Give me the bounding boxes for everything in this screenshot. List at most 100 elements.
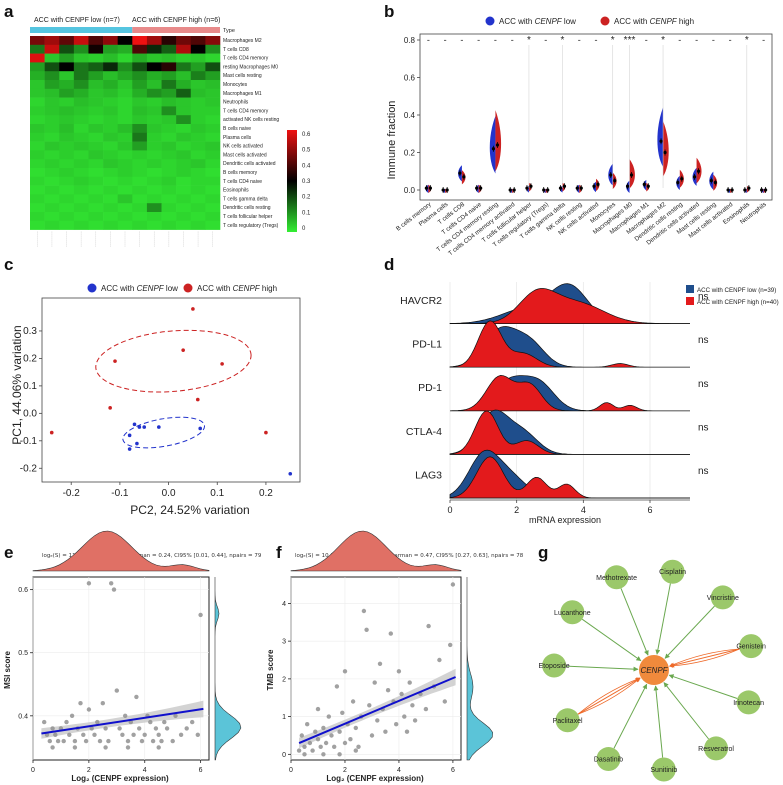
tmb-point — [353, 748, 358, 753]
heatmap-cell — [59, 53, 75, 63]
heatmap-cell — [205, 36, 221, 46]
heatmap-colorbar-tick: 0.5 — [302, 148, 311, 154]
tmb-point — [372, 680, 377, 685]
violin-high-median — [495, 143, 500, 147]
msi-top-density — [32, 530, 210, 572]
tmb-point — [337, 752, 342, 757]
msi-point — [72, 745, 78, 750]
heatmap-cell — [73, 88, 89, 98]
ridgeline-gene-label: PD-1 — [418, 382, 442, 394]
pca-high-point — [108, 406, 112, 410]
tmb-point — [448, 642, 453, 648]
violin-significance-mark: - — [645, 35, 648, 45]
heatmap-cell — [88, 97, 104, 107]
tmb-point — [367, 703, 372, 708]
ridgeline-high-density — [449, 410, 690, 455]
heatmap-cell — [59, 132, 75, 142]
heatmap-cell — [117, 71, 133, 81]
heatmap-cell — [146, 194, 162, 204]
network-edge — [669, 648, 740, 668]
heatmap-group-high-title: ACC with CENPF high (n=6) — [132, 17, 221, 24]
ridgeline-gene-label: LAG3 — [415, 469, 442, 481]
panel-letter-c: c — [4, 255, 13, 274]
pca-high-point — [49, 430, 54, 435]
heatmap-cell — [161, 220, 177, 230]
heatmap-cell — [30, 212, 45, 222]
heatmap-cell — [73, 53, 89, 63]
heatmap-cell — [190, 88, 206, 98]
heatmap-cell — [176, 168, 192, 178]
tmb-point — [375, 718, 380, 723]
ridgeline-gene-label: CTLA-4 — [406, 426, 442, 438]
violin-high-median — [680, 177, 684, 181]
heatmap-cell — [132, 71, 148, 81]
panel-letter-d: d — [384, 255, 394, 274]
heatmap-cell — [59, 194, 75, 204]
heatmap-cell — [88, 62, 104, 72]
tmb-y-tick-label: 0 — [282, 752, 286, 759]
ridgeline-gene-label: HAVCR2 — [400, 295, 442, 307]
msi-point — [131, 732, 136, 737]
heatmap-cell — [59, 88, 75, 98]
heatmap-cell — [205, 185, 221, 195]
heatmap-cells — [30, 27, 221, 248]
heatmap-cell — [44, 53, 60, 63]
tmb-stat-text: logₑ(S) = 10.64, ρ = 1.32e-05, ρ̂Spearma… — [295, 553, 524, 559]
heatmap-row-label: B cells naive — [223, 126, 251, 132]
heatmap-cell — [103, 124, 118, 134]
heatmap-cell — [44, 194, 60, 204]
violin-significance-mark: * — [611, 35, 615, 46]
heatmap-cell — [132, 36, 148, 46]
heatmap-cell — [176, 159, 192, 169]
network-edge — [653, 685, 664, 758]
tmb-point — [364, 627, 369, 632]
pca-low-point — [288, 471, 293, 476]
heatmap-type-bar-high — [132, 27, 220, 33]
heatmap-cell — [30, 71, 45, 81]
msi-y-tick-label: 0.6 — [18, 587, 28, 594]
heatmap-cell — [190, 194, 206, 204]
violin-low-median — [676, 180, 680, 185]
heatmap-cell — [205, 220, 221, 230]
heatmap-cell — [190, 132, 206, 142]
msi-point — [159, 738, 164, 744]
msi-point — [190, 719, 195, 725]
heatmap-row-label: Dendritic cells activated — [223, 161, 276, 167]
heatmap-cell — [205, 168, 221, 178]
heatmap-cell — [146, 203, 162, 213]
tmb-x-tick-label: 0 — [289, 767, 293, 774]
heatmap-cell — [161, 44, 177, 54]
tmb-point — [396, 669, 402, 674]
heatmap-cell — [205, 71, 221, 81]
tmb-point — [394, 722, 399, 727]
msi-y-axis-label: MSI score — [3, 651, 12, 689]
msi-point — [86, 707, 92, 712]
heatmap-cell — [73, 220, 89, 230]
heatmap-cell — [161, 36, 177, 46]
pca-y-tick-label: 0.1 — [23, 381, 37, 392]
heatmap-cell — [44, 80, 60, 90]
heatmap-cell — [44, 212, 60, 222]
violin-low-median — [625, 184, 630, 188]
heatmap-colorbar-bar — [287, 130, 297, 232]
heatmap-cell — [132, 115, 148, 125]
ridgeline-legend-high-swatch — [686, 297, 694, 305]
heatmap-cell — [59, 150, 75, 160]
heatmap-cell — [73, 80, 89, 90]
heatmap-cell — [103, 106, 118, 116]
heatmap-cell — [103, 194, 118, 204]
msi-point — [86, 581, 92, 586]
heatmap-cell — [161, 185, 177, 195]
heatmap-cell — [190, 150, 206, 160]
heatmap-cell — [117, 168, 133, 178]
pca-low-point — [135, 441, 139, 446]
pca-low-point — [142, 425, 147, 429]
heatmap-cell — [146, 212, 162, 222]
msi-point — [120, 732, 125, 737]
heatmap-cell — [30, 53, 45, 63]
violin-low-median — [491, 147, 496, 151]
msi-point — [125, 738, 131, 744]
violin-low-median — [760, 188, 764, 192]
heatmap-cell — [44, 115, 60, 125]
heatmap-cell — [88, 159, 104, 169]
